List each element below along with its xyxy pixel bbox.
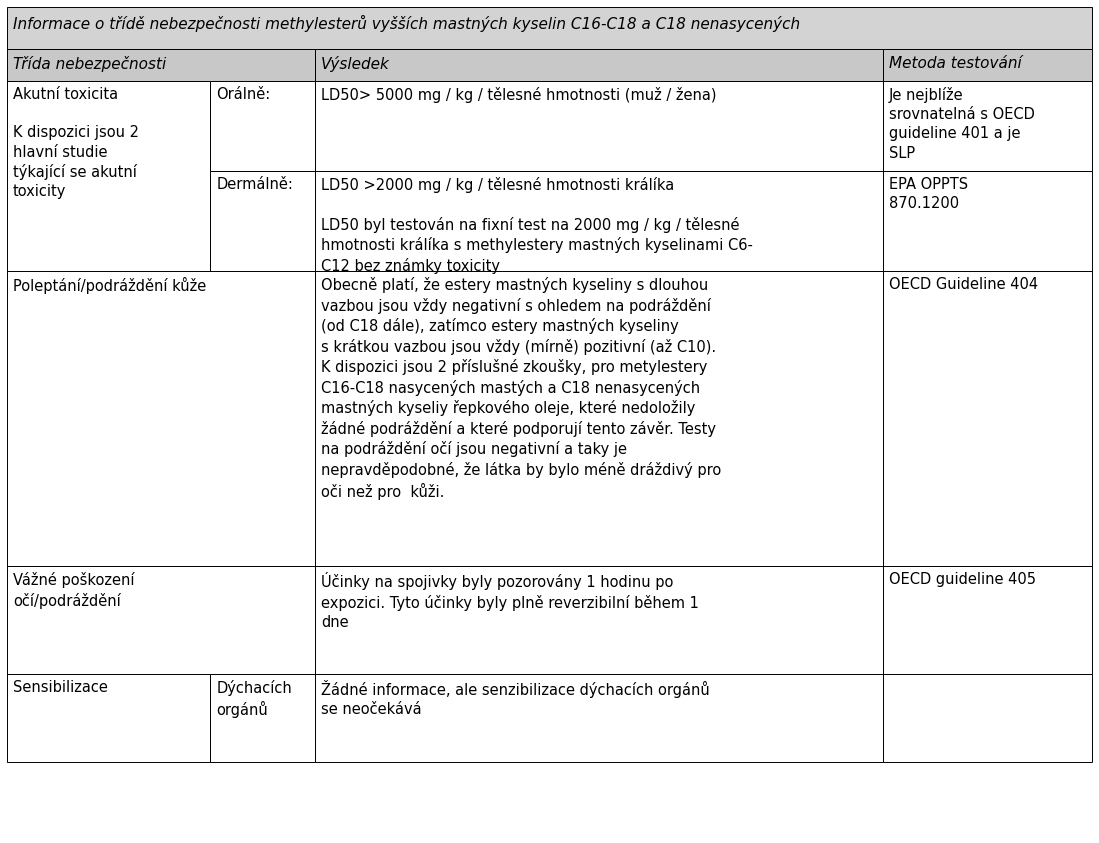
Text: EPA OPPTS
870.1200: EPA OPPTS 870.1200 <box>889 177 968 212</box>
Bar <box>210 674 315 762</box>
Bar <box>882 81 1092 171</box>
Text: LD50 >2000 mg / kg / tělesné hmotnosti králíka

LD50 byl testován na fixní test : LD50 >2000 mg / kg / tělesné hmotnosti k… <box>321 177 753 274</box>
Text: Metoda testování: Metoda testování <box>889 56 1022 71</box>
Text: Třída nebezpečnosti: Třída nebezpečnosti <box>13 56 166 72</box>
Text: Žádné informace, ale senzibilizace dýchacích orgánů
se neočekává: Žádné informace, ale senzibilizace dýcha… <box>321 680 710 717</box>
Bar <box>7 674 210 762</box>
Bar <box>882 49 1092 81</box>
Text: Dýchacích
orgánů: Dýchacích orgánů <box>217 680 292 718</box>
Text: Je nejblíže
srovnatelná s OECD
guideline 401 a je
SLP: Je nejblíže srovnatelná s OECD guideline… <box>889 87 1034 161</box>
Text: Účinky na spojivky byly pozorovány 1 hodinu po
expozici. Tyto účinky byly plně r: Účinky na spojivky byly pozorovány 1 hod… <box>321 572 699 630</box>
Bar <box>882 566 1092 674</box>
Text: Sensibilizace: Sensibilizace <box>13 680 108 695</box>
Bar <box>315 674 882 762</box>
Bar <box>882 271 1092 566</box>
Text: Akutní toxicita

K dispozici jsou 2
hlavní studie
týkající se akutní
toxicity: Akutní toxicita K dispozici jsou 2 hlavn… <box>13 87 138 199</box>
Text: Vážné poškození
očí/podráždění: Vážné poškození očí/podráždění <box>13 572 134 609</box>
Text: OECD guideline 405: OECD guideline 405 <box>889 572 1035 587</box>
Text: Poleptání/podráždění kůže: Poleptání/podráždění kůže <box>13 277 207 294</box>
Text: OECD Guideline 404: OECD Guideline 404 <box>889 277 1037 292</box>
Bar <box>315 81 882 171</box>
Bar <box>315 566 882 674</box>
Bar <box>7 81 210 271</box>
Bar <box>882 171 1092 271</box>
Text: Obecně platí, že estery mastných kyseliny s dlouhou
vazbou jsou vždy negativní s: Obecně platí, že estery mastných kyselin… <box>321 277 721 500</box>
Bar <box>7 49 315 81</box>
Bar <box>315 171 882 271</box>
Bar <box>7 7 1092 49</box>
Bar <box>882 674 1092 762</box>
Bar <box>210 171 315 271</box>
Text: LD50> 5000 mg / kg / tělesné hmotnosti (muž / žena): LD50> 5000 mg / kg / tělesné hmotnosti (… <box>321 87 717 103</box>
Text: Dermálně:: Dermálně: <box>217 177 293 192</box>
Bar <box>315 49 882 81</box>
Text: Výsledek: Výsledek <box>321 56 390 72</box>
Bar <box>7 566 315 674</box>
Text: Informace o třídě nebezpečnosti methylesterů vyšších mastných kyselin C16-C18 a : Informace o třídě nebezpečnosti methyles… <box>13 15 800 32</box>
Bar <box>210 81 315 171</box>
Bar <box>7 271 315 566</box>
Text: Orálně:: Orálně: <box>217 87 270 102</box>
Bar <box>315 271 882 566</box>
